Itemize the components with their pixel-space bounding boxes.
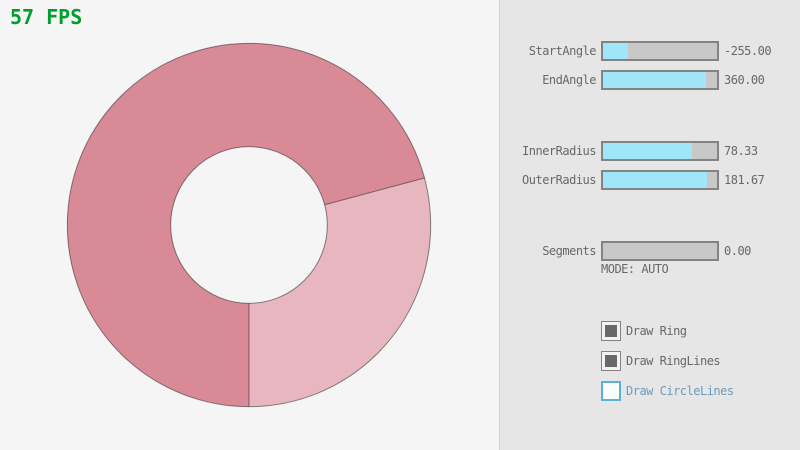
- end-angle-value: 360.00: [724, 73, 765, 87]
- slider-row-segments: Segments 0.00: [500, 241, 800, 261]
- checkbox-row-draw-circlelines[interactable]: Draw CircleLines: [601, 381, 781, 401]
- slider-row-start-angle: StartAngle -255.00: [500, 41, 800, 61]
- segments-slider[interactable]: [601, 241, 719, 261]
- segments-value: 0.00: [724, 244, 751, 258]
- inner-radius-value: 78.33: [724, 144, 758, 158]
- ring-canvas: [66, 42, 432, 408]
- draw-ringlines-checkbox[interactable]: [601, 351, 621, 371]
- segments-mode-text: MODE: AUTO: [601, 262, 669, 276]
- end-angle-slider[interactable]: [601, 70, 719, 90]
- checkbox-row-draw-ring[interactable]: Draw Ring: [601, 321, 781, 341]
- outer-radius-slider-fill: [603, 172, 707, 188]
- ring-slice-double-coverage-sector: [67, 43, 425, 407]
- slider-row-end-angle: EndAngle 360.00: [500, 70, 800, 90]
- draw-ring-checkbox[interactable]: [601, 321, 621, 341]
- start-angle-slider[interactable]: [601, 41, 719, 61]
- start-angle-slider-fill: [603, 43, 628, 59]
- draw-ring-label: Draw Ring: [626, 324, 687, 338]
- ring-slice-single-coverage-sector: [249, 177, 431, 407]
- inner-radius-slider-fill: [603, 143, 693, 159]
- draw-circlelines-checkbox[interactable]: [601, 381, 621, 401]
- control-panel: StartAngle -255.00 EndAngle 360.00 Inner…: [499, 0, 800, 450]
- outer-radius-slider[interactable]: [601, 170, 719, 190]
- ring-outline-outer: [66, 42, 432, 408]
- ring-cap-line: [324, 177, 425, 206]
- segments-label: Segments: [542, 244, 596, 258]
- start-angle-label: StartAngle: [528, 44, 597, 58]
- slider-row-outer-radius: OuterRadius 181.67: [500, 170, 800, 190]
- draw-ringlines-label: Draw RingLines: [626, 354, 721, 368]
- inner-radius-label: InnerRadius: [522, 144, 596, 158]
- ring-outline-inner: [170, 146, 328, 304]
- inner-radius-slider[interactable]: [601, 141, 719, 161]
- start-angle-value: -255.00: [724, 44, 772, 58]
- end-angle-slider-fill: [603, 72, 706, 88]
- slider-row-inner-radius: InnerRadius 78.33: [500, 141, 800, 161]
- draw-circlelines-label: Draw CircleLines: [626, 384, 734, 398]
- outer-radius-value: 181.67: [724, 173, 765, 187]
- fps-counter: 57 FPS: [10, 5, 83, 29]
- end-angle-label: EndAngle: [542, 73, 596, 87]
- checkbox-row-draw-ringlines[interactable]: Draw RingLines: [601, 351, 781, 371]
- outer-radius-label: OuterRadius: [522, 173, 596, 187]
